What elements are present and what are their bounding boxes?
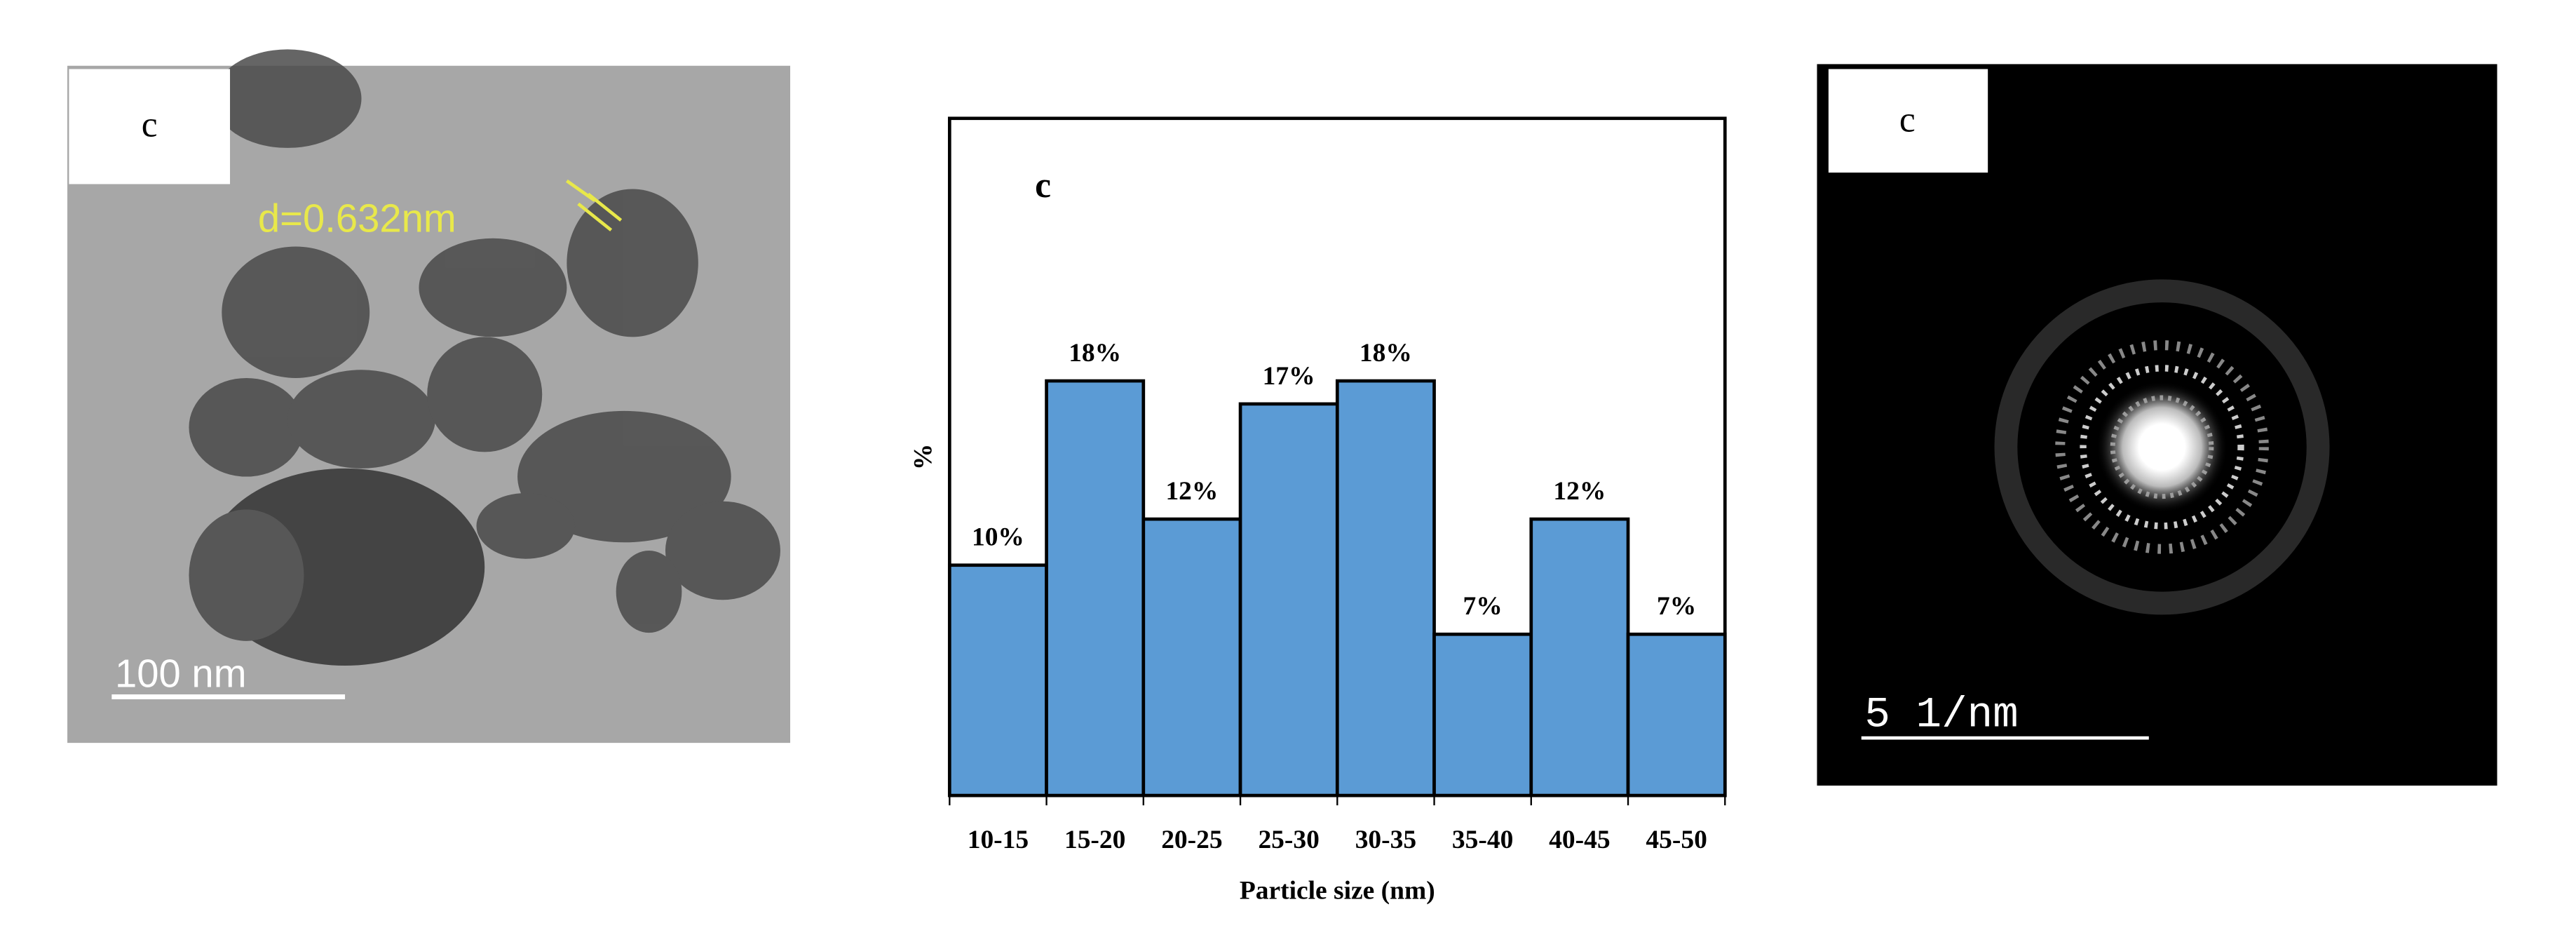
panel-label: c xyxy=(1035,166,1051,206)
x-axis-label: Particle size (nm) xyxy=(1240,877,1435,906)
lattice-label: d=0.632nm xyxy=(258,196,456,240)
bar xyxy=(1626,632,1727,797)
x-tick-label: 35-40 xyxy=(1452,826,1513,854)
x-tick-label: 45-50 xyxy=(1646,826,1707,854)
x-tick-label: 10-15 xyxy=(968,826,1029,854)
scale-label: 100 nm xyxy=(115,651,247,695)
bar xyxy=(1045,379,1146,797)
bar xyxy=(1529,517,1630,797)
tem-image: c d=0.632nm 100 nm xyxy=(67,49,791,743)
bar xyxy=(1335,379,1436,797)
panel-label: c xyxy=(1899,100,1916,140)
data-label: 7% xyxy=(1463,592,1503,621)
data-label: 17% xyxy=(1263,362,1315,391)
bar xyxy=(1238,402,1339,797)
data-label: 12% xyxy=(1165,477,1218,506)
bar xyxy=(1141,517,1242,797)
x-tick-label: 40-45 xyxy=(1549,826,1610,854)
x-tick-label: 15-20 xyxy=(1064,826,1125,854)
x-tick-label: 30-35 xyxy=(1355,826,1416,854)
x-tick-label: 20-25 xyxy=(1161,826,1222,854)
y-axis-label: % xyxy=(909,444,938,470)
scale-label: 5 1/nm xyxy=(1864,692,2018,740)
data-label: 7% xyxy=(1657,592,1696,621)
bar xyxy=(1432,632,1533,797)
data-label: 18% xyxy=(1069,339,1121,368)
data-label: 12% xyxy=(1553,477,1606,506)
data-label: 10% xyxy=(972,523,1024,552)
panel-label: c xyxy=(142,105,158,145)
x-tick-label: 25-30 xyxy=(1258,826,1319,854)
bar xyxy=(947,563,1048,797)
data-label: 18% xyxy=(1360,339,1412,368)
histogram: c % Particle size (nm) 10% 10-15 18% 15-20 1… xyxy=(909,116,1727,906)
saed-image: c 5 1/nm xyxy=(1817,64,2497,786)
